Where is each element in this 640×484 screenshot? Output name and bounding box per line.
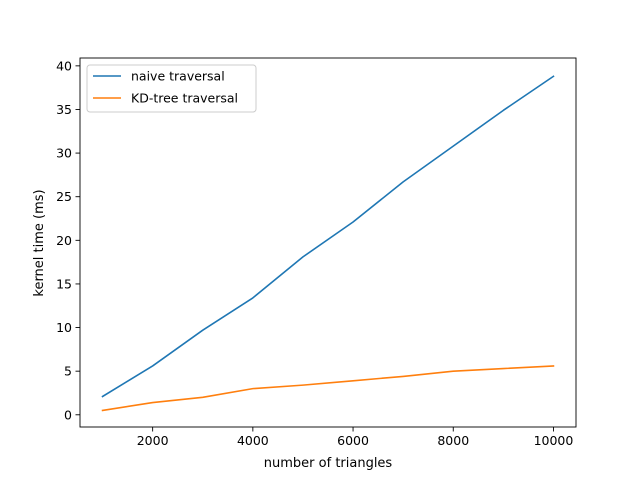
- x-tick-label: 4000: [237, 433, 269, 448]
- y-axis-label: kernel time (ms): [32, 189, 47, 296]
- series-layer: [101, 75, 555, 412]
- plot-area: [80, 58, 576, 427]
- y-tick-label: 30: [56, 146, 72, 161]
- y-tick-label: 40: [56, 58, 72, 73]
- legend: naive traversal KD-tree traversal: [86, 64, 257, 113]
- plot-background: [80, 58, 576, 427]
- x-tick-label: 2000: [137, 433, 169, 448]
- legend-box: [86, 64, 257, 113]
- y-tick-label: 15: [56, 276, 72, 291]
- axes-frame: [79, 57, 577, 428]
- legend-label-1: naive traversal: [131, 69, 225, 84]
- y-tick-label: 5: [64, 364, 72, 379]
- y-tick-label: 20: [56, 233, 72, 248]
- legend-label-2: KD-tree traversal: [131, 91, 238, 106]
- x-tick-label: 6000: [337, 433, 369, 448]
- x-tick-label: 10000: [534, 433, 574, 448]
- series-line-2: [101, 365, 555, 412]
- series-line-1: [101, 75, 555, 398]
- y-tick-label: 10: [56, 320, 72, 335]
- y-tick-label: 0: [64, 407, 72, 422]
- axes-layer: 2000 4000 6000 8000 10000 0 5 10 15 20 25 30 35 40: [56, 57, 577, 448]
- x-tick-label: 8000: [437, 433, 469, 448]
- x-axis-label: number of triangles: [264, 456, 393, 471]
- y-tick-label: 35: [56, 102, 72, 117]
- y-tick-label: 25: [56, 189, 72, 204]
